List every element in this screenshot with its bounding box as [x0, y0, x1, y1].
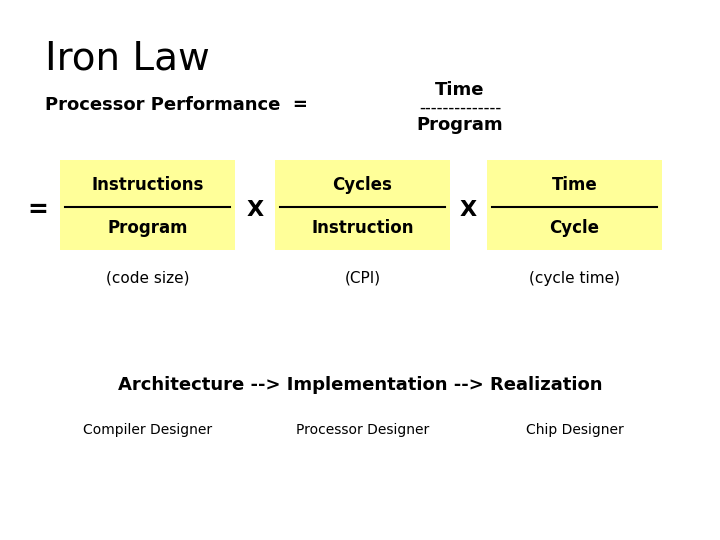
- Text: Instruction: Instruction: [311, 219, 414, 238]
- Text: Time: Time: [552, 176, 598, 194]
- Text: (cycle time): (cycle time): [529, 271, 620, 286]
- Text: X: X: [459, 200, 477, 220]
- FancyBboxPatch shape: [60, 160, 235, 250]
- Text: X: X: [246, 200, 264, 220]
- Text: --------------: --------------: [419, 99, 501, 117]
- Text: Time: Time: [436, 81, 485, 99]
- Text: Cycle: Cycle: [549, 219, 600, 238]
- Text: Program: Program: [107, 219, 188, 238]
- Text: Processor Designer: Processor Designer: [297, 423, 430, 437]
- Text: Compiler Designer: Compiler Designer: [84, 423, 212, 437]
- Text: Processor Performance  =: Processor Performance =: [45, 96, 308, 114]
- Text: Program: Program: [417, 116, 503, 134]
- Text: =: =: [27, 198, 48, 222]
- Text: Iron Law: Iron Law: [45, 40, 210, 78]
- Text: Instructions: Instructions: [91, 176, 204, 194]
- Text: (code size): (code size): [106, 271, 189, 286]
- FancyBboxPatch shape: [275, 160, 450, 250]
- Text: (CPI): (CPI): [344, 271, 381, 286]
- Text: Chip Designer: Chip Designer: [526, 423, 624, 437]
- FancyBboxPatch shape: [487, 160, 662, 250]
- Text: Cycles: Cycles: [333, 176, 392, 194]
- Text: Architecture --> Implementation --> Realization: Architecture --> Implementation --> Real…: [118, 376, 602, 394]
